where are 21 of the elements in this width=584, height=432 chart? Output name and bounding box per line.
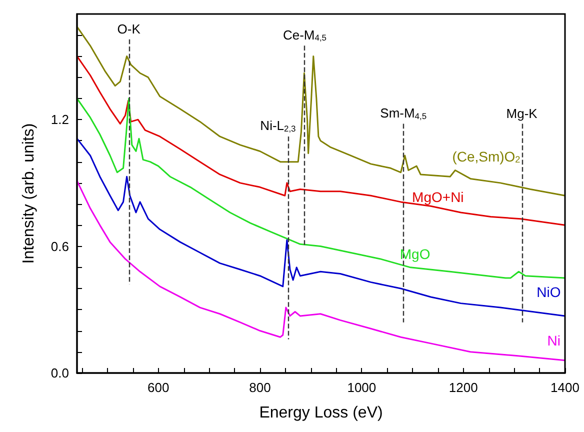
line-series: [76, 138, 566, 317]
x-tick-label: 800: [249, 380, 271, 395]
y-tick-label: 1.2: [50, 112, 69, 128]
x-tick-label: 1400: [550, 380, 580, 395]
x-axis-title: Energy Loss (eV): [259, 404, 383, 422]
series-label: Ni: [547, 332, 560, 349]
series-label: MgO: [400, 246, 430, 262]
series-label: NiO: [536, 284, 561, 300]
y-axis-title: Intensity (arb. units): [20, 123, 38, 264]
line-series: [76, 180, 566, 362]
x-tick-label: 600: [147, 380, 170, 395]
series-label: (Ce,Sm)O2: [452, 148, 520, 164]
line-series: [76, 98, 566, 279]
x-tick-label: 1000: [347, 380, 376, 395]
y-tick-label: 0.6: [50, 238, 69, 254]
y-tick-label: 0.0: [50, 366, 69, 380]
ref-line-label: Mg-K: [506, 106, 538, 121]
series-label: MgO+Ni: [412, 189, 464, 206]
ref-line-label: O-K: [117, 21, 141, 36]
line-series: [76, 55, 566, 226]
x-tick-label: 1200: [448, 380, 478, 395]
